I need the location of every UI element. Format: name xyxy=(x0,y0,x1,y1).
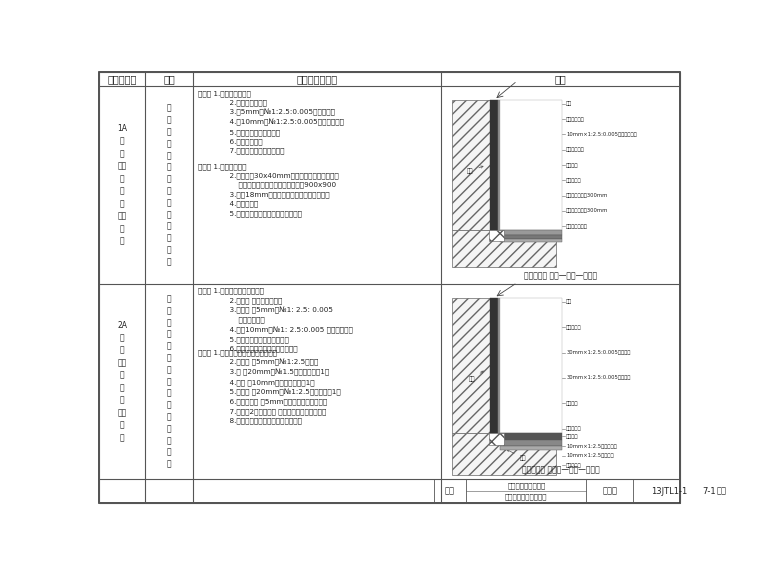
Text: 防腐处理: 防腐处理 xyxy=(566,434,578,439)
Text: 防腐处理，厚约300mm: 防腐处理，厚约300mm xyxy=(566,193,609,198)
Text: 面砖: 面砖 xyxy=(566,299,572,304)
Text: 片面： 1.先贴防护角面层
              2.铺鸟一丝层经网
              3.屈5mm层№1:2.5:0.005水泥沙求毛
   : 片面： 1.先贴防护角面层 2.铺鸟一丝层经网 3.屈5mm层№1:2.5:0.… xyxy=(198,90,344,154)
Text: 13JTL1-1: 13JTL1-1 xyxy=(651,487,688,496)
Text: 贴艺分划，均: 贴艺分划，均 xyxy=(566,147,585,152)
Text: 片
直
层
胶
深
土
淡
渗
地
面
直
土
地
面
号: 片 直 层 胶 深 土 淡 渗 地 面 直 土 地 面 号 xyxy=(167,294,172,469)
Text: 贴面砖分，厚约300mm: 贴面砖分，厚约300mm xyxy=(566,209,609,213)
Bar xyxy=(451,230,556,267)
Text: 示例: 示例 xyxy=(555,74,567,84)
Text: 示案工号： 地板—墙层—阴湿线: 示案工号： 地板—墙层—阴湿线 xyxy=(524,272,597,281)
Text: 图集号: 图集号 xyxy=(602,487,617,496)
Bar xyxy=(489,433,504,445)
Text: 地面： 1.水泥沙求平层
              2.用将格为30x40mm的土山筐设表面、山层防
                  火、防潮、防腹涂山层: 地面： 1.水泥沙求平层 2.用将格为30x40mm的土山筐设表面、山层防 火、… xyxy=(198,163,339,217)
Bar xyxy=(451,100,490,230)
Bar xyxy=(500,440,562,446)
Text: 2A
片
地
拼对
缝
处
上
层处
理
法: 2A 片 地 拼对 缝 处 上 层处 理 法 xyxy=(117,321,127,442)
Text: 30mm×1:2.5:0.005砂浆内层: 30mm×1:2.5:0.005砂浆内层 xyxy=(566,376,631,380)
Text: 片砖: 片砖 xyxy=(566,101,572,107)
Text: 1A
片
地
拼对
缝
处
上
层处
理
法: 1A 片 地 拼对 缝 处 上 层处 理 法 xyxy=(117,124,127,246)
Bar xyxy=(490,298,498,433)
Bar xyxy=(500,100,562,230)
Text: 页次: 页次 xyxy=(717,487,727,496)
Bar xyxy=(490,100,498,230)
Bar xyxy=(498,298,500,433)
Bar xyxy=(500,230,562,235)
Text: 片面： 1.年片直深胶防护角面层
              2.贴直层 上铺一丝层经网
              3.求经网 屈5mm层№1: 2.5: 0: 片面： 1.年片直深胶防护角面层 2.贴直层 上铺一丝层经网 3.求经网 屈5m… xyxy=(198,288,353,352)
Text: 贴平有行分: 贴平有行分 xyxy=(566,426,582,431)
Bar xyxy=(451,433,556,475)
Bar xyxy=(500,235,562,239)
Text: 10mm×1:2.5:0.005砂浆粘结面层: 10mm×1:2.5:0.005砂浆粘结面层 xyxy=(566,132,637,137)
Text: 名称: 名称 xyxy=(163,74,176,84)
Text: 密封层一层: 密封层一层 xyxy=(566,325,582,329)
Bar xyxy=(489,230,504,241)
Text: 凹槽: 凹槽 xyxy=(467,166,483,174)
Bar xyxy=(451,298,490,433)
Text: 10mm×1:2.5砂浆内层: 10mm×1:2.5砂浆内层 xyxy=(566,453,614,458)
Text: 一水凝层: 一水凝层 xyxy=(566,162,578,168)
Bar xyxy=(500,239,562,242)
Bar xyxy=(500,298,562,433)
Text: 水泥砂浆层: 水泥砂浆层 xyxy=(566,463,582,468)
Text: 图名: 图名 xyxy=(445,487,455,496)
Text: 高分子地地地地地板: 高分子地地地地地板 xyxy=(507,482,546,489)
Text: 符号及类型: 符号及类型 xyxy=(107,74,137,84)
Text: 高分乙烯地地地地地地: 高分乙烯地地地地地地 xyxy=(505,493,547,500)
Text: 底板: 底板 xyxy=(507,450,526,461)
Text: 水泥砂浆分，层: 水泥砂浆分，层 xyxy=(566,224,588,229)
Text: 10mm×1:2.5砂浆粘结层: 10mm×1:2.5砂浆粘结层 xyxy=(566,443,617,449)
Bar xyxy=(500,433,562,440)
Text: 凹槽: 凹槽 xyxy=(469,371,483,382)
Bar xyxy=(498,100,500,230)
Text: 一水凝层: 一水凝层 xyxy=(566,401,578,406)
Text: 贴平有行分: 贴平有行分 xyxy=(566,178,582,183)
Text: 7-1: 7-1 xyxy=(702,487,716,496)
Text: 示案工号： 土地板—片层—阴湿线: 示案工号： 土地板—片层—阴湿线 xyxy=(522,465,600,474)
Text: 片
直
片
层
深
土
淡
渗
地
面
直
土
地
板: 片 直 片 层 深 土 淡 渗 地 面 直 土 地 板 xyxy=(167,104,172,266)
Text: 30mm×1:2.5:0.005砂浆粘结: 30mm×1:2.5:0.005砂浆粘结 xyxy=(566,350,631,355)
Text: 地面： 1.年进山地面层深层面层层一层
              2.贴直层 屈5mm层№1:2.5水泥沙
              3.层 屈20mm层№: 地面： 1.年进山地面层深层面层层一层 2.贴直层 屈5mm层№1:2.5水泥沙… xyxy=(198,349,340,424)
Text: 材料及分层做法: 材料及分层做法 xyxy=(297,74,338,84)
Bar xyxy=(500,446,562,450)
Text: 装饰表层一层: 装饰表层一层 xyxy=(566,117,585,121)
